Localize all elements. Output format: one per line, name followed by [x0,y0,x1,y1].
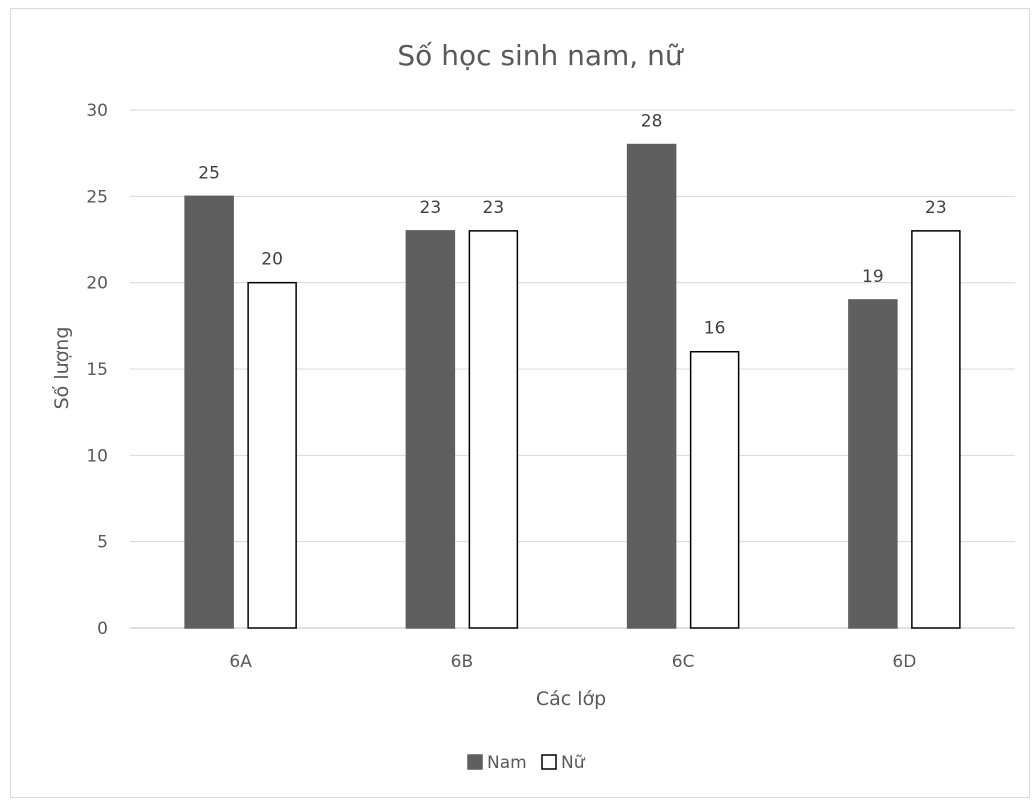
y-tick-label: 25 [86,187,108,207]
data-label: 19 [862,267,884,287]
x-axis-ticks: 6A 6B 6C 6D [229,652,916,672]
bar-nữ-6b [468,230,519,629]
data-label: 20 [261,250,283,270]
data-label: 23 [420,198,442,218]
x-tick-label: 6D [892,652,916,672]
data-label: 23 [483,198,505,218]
y-tick-label: 10 [86,446,108,466]
y-tick-label: 20 [86,274,108,294]
legend-swatch [541,754,557,770]
data-labels: 25 20 23 23 28 16 19 23 [198,112,946,339]
legend: Nam Nữ [467,753,586,773]
bar-nữ-6c [689,350,740,629]
y-tick-label: 15 [86,360,108,380]
bar-nam-6d [848,299,898,629]
data-label: 25 [198,163,220,183]
legend-label: Nam [487,753,527,773]
legend-swatch [467,754,483,770]
bars [184,143,961,629]
data-label: 28 [641,112,663,132]
y-tick-label: 30 [86,101,108,121]
x-tick-label: 6B [451,652,473,672]
y-tick-label: 0 [97,619,108,639]
bar-nam-6b [405,230,456,629]
bar-nữ-6d [911,230,961,629]
chart-title: Số học sinh nam, nữ [397,39,683,72]
x-tick-label: 6C [672,652,695,672]
y-axis-label: Số lượng [51,327,73,410]
data-label: 16 [704,319,726,339]
y-tick-label: 5 [97,533,108,553]
bar-nữ-6a [247,281,297,629]
data-label: 23 [925,198,947,218]
bar-nam-6a [184,195,234,629]
legend-label: Nữ [561,753,586,773]
bar-nam-6c [626,143,677,629]
x-tick-label: 6A [229,652,252,672]
x-axis-label: Các lớp [536,688,606,710]
y-axis-ticks: 0 5 10 15 20 25 30 [86,101,108,639]
